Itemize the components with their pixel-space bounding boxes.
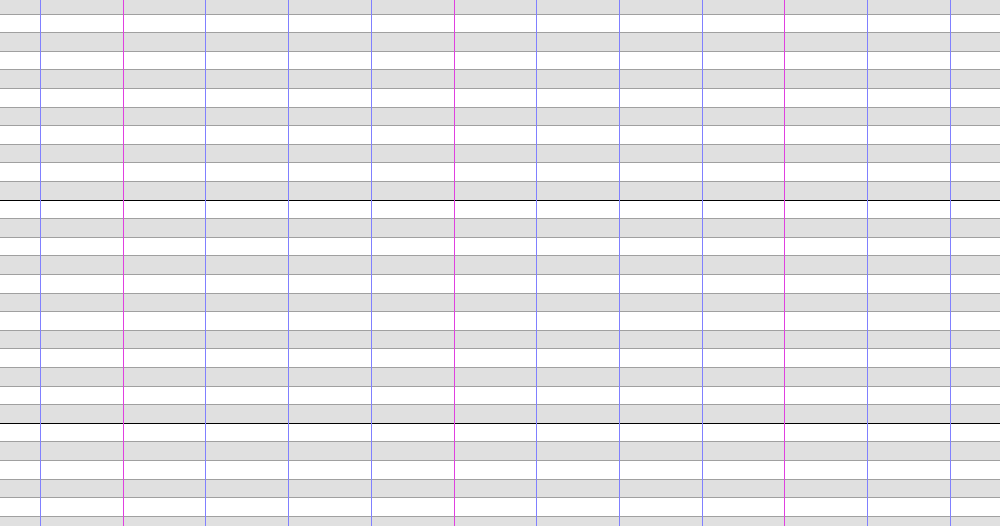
grid-row <box>0 461 1000 480</box>
column-line <box>619 0 620 526</box>
accent-column-line <box>123 0 124 526</box>
column-line <box>536 0 537 526</box>
column-line <box>702 0 703 526</box>
grid-row <box>0 107 1000 127</box>
column-line <box>371 0 372 526</box>
grid-row <box>0 89 1000 108</box>
grid-row <box>0 219 1000 238</box>
grid-row <box>0 200 1000 220</box>
grid-row <box>0 144 1000 164</box>
grid-row <box>0 330 1000 350</box>
grid-row <box>0 256 1000 275</box>
grid-row <box>0 275 1000 294</box>
grid-row <box>0 33 1000 52</box>
grid-row <box>0 386 1000 406</box>
grid-row <box>0 237 1000 257</box>
grid-row <box>0 126 1000 145</box>
grid-row <box>0 349 1000 368</box>
grid-row <box>0 163 1000 182</box>
grid-row <box>0 498 1000 517</box>
grid-row <box>0 293 1000 313</box>
grid-row <box>0 14 1000 34</box>
accent-column-line <box>784 0 785 526</box>
grid-row <box>0 423 1000 443</box>
grid-row <box>0 70 1000 89</box>
grid-row <box>0 516 1000 526</box>
grid-row <box>0 51 1000 71</box>
grid-row <box>0 312 1000 331</box>
grid-row <box>0 182 1000 201</box>
accent-column-line <box>454 0 455 526</box>
grid-row <box>0 479 1000 499</box>
column-line <box>288 0 289 526</box>
grid-row <box>0 368 1000 387</box>
column-line <box>40 0 41 526</box>
column-line <box>950 0 951 526</box>
column-line <box>205 0 206 526</box>
grid-row <box>0 0 1000 15</box>
grid-row <box>0 405 1000 424</box>
grid-row <box>0 442 1000 461</box>
column-line <box>867 0 868 526</box>
